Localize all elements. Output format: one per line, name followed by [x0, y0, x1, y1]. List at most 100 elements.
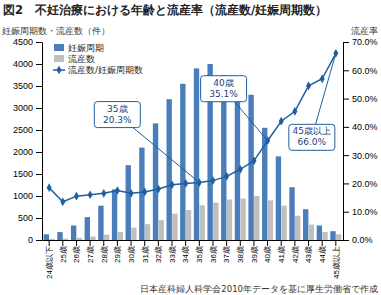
- bar: [309, 225, 314, 240]
- bar: [71, 225, 76, 240]
- tick-label: 43歳: [304, 246, 313, 263]
- bar: [172, 214, 177, 240]
- tick-mark: [36, 152, 42, 153]
- tick-label: 3500: [13, 81, 33, 91]
- annotation: 66.0%: [298, 137, 327, 147]
- tick-mark: [36, 218, 42, 219]
- bar: [295, 216, 300, 240]
- marker: [142, 188, 147, 197]
- tick-mark: [185, 240, 186, 246]
- tick-mark: [267, 240, 268, 246]
- y2-tick: 20.0%: [343, 179, 378, 189]
- y-tick: 1000: [13, 191, 42, 201]
- x-tick: 39歳: [250, 240, 259, 263]
- tick-mark: [36, 130, 42, 131]
- tick-mark: [62, 240, 63, 246]
- y-axis: 0 500 1000 1500 2000 2500 3000 3500 4000 4500: [13, 37, 43, 245]
- marker: [183, 179, 188, 188]
- bar: [330, 231, 335, 240]
- bar: [126, 165, 131, 240]
- marker: [279, 117, 284, 126]
- tick-label: 20.0%: [352, 179, 378, 189]
- tick-label: 4000: [13, 59, 33, 69]
- x-tick: 27歳: [86, 240, 95, 263]
- tick-label: 70.0%: [352, 37, 378, 47]
- tick-label: 500: [18, 213, 33, 223]
- annotation: 40歳: [213, 78, 233, 88]
- y2-axis-title: 流産率: [351, 26, 378, 36]
- tick-mark: [199, 240, 200, 246]
- marker: [306, 81, 311, 90]
- bar: [194, 68, 199, 240]
- tick-label: 41歳: [277, 246, 286, 263]
- x-tick: 32歳: [154, 240, 163, 263]
- bar: [336, 234, 341, 240]
- tick-label: 44歳: [318, 246, 327, 263]
- tick-mark: [343, 70, 349, 71]
- tick-mark: [308, 240, 309, 246]
- y-tick: 2500: [13, 125, 42, 135]
- bar: [268, 200, 273, 240]
- x-tick: 26歳: [72, 240, 81, 263]
- x-tick: 40歳: [263, 240, 272, 263]
- tick-mark: [76, 240, 77, 246]
- x-tick: 36歳: [209, 240, 218, 263]
- tick-mark: [158, 240, 159, 246]
- tick-mark: [36, 108, 42, 109]
- tick-label: 3000: [13, 103, 33, 113]
- marker: [292, 107, 297, 116]
- tick-label: 32歳: [154, 246, 163, 263]
- bar: [85, 217, 90, 240]
- bar: [254, 196, 259, 240]
- y-tick: 3500: [13, 81, 42, 91]
- tick-mark: [212, 240, 213, 246]
- bar: [199, 205, 204, 240]
- bar: [322, 232, 327, 240]
- bar: [57, 232, 62, 240]
- marker: [101, 189, 106, 198]
- y-axis-title: 妊娠周期数・流産数（件）: [2, 26, 110, 36]
- tick-label: 29歳: [113, 246, 122, 263]
- y2-tick: 50.0%: [343, 94, 378, 104]
- y2-tick: 0.0%: [343, 235, 373, 245]
- y-tick: 4500: [13, 37, 42, 47]
- tick-label: 42歳: [291, 246, 300, 263]
- tick-label: 0: [28, 235, 33, 245]
- tick-mark: [343, 212, 349, 213]
- bar: [240, 199, 245, 240]
- tick-label: 40.0%: [352, 122, 378, 132]
- x-tick: 28歳: [100, 240, 109, 263]
- tick-label: 10.0%: [352, 207, 378, 217]
- line: [49, 53, 336, 202]
- marker: [170, 180, 175, 189]
- bar: [63, 239, 68, 240]
- title: 図2 不妊治療における年齢と流産率（流産数/妊娠周期数）: [3, 3, 327, 17]
- x-tick: 33歳: [168, 240, 177, 263]
- annotation: 35.1%: [209, 89, 238, 99]
- x-tick: 45歳以上: [332, 240, 341, 279]
- tick-label: 2500: [13, 125, 33, 135]
- tick-mark: [343, 240, 349, 241]
- bar: [49, 239, 54, 240]
- marker: [320, 74, 325, 83]
- tick-label: 0.0%: [352, 235, 373, 245]
- tick-label: 1500: [13, 169, 33, 179]
- bar: [131, 228, 136, 240]
- x-tick: 41歳: [277, 240, 286, 263]
- bar: [276, 156, 281, 240]
- x-tick: 25歳: [59, 240, 68, 263]
- marker: [210, 176, 215, 185]
- tick-mark: [343, 155, 349, 156]
- legend-marker: [56, 66, 61, 75]
- tick-mark: [343, 99, 349, 100]
- y2-tick: 40.0%: [343, 122, 378, 132]
- tick-mark: [240, 240, 241, 246]
- tick-label: 25歳: [59, 246, 68, 263]
- tick-label: 2000: [13, 147, 33, 157]
- bar: [186, 210, 191, 240]
- axis-line: [343, 43, 344, 241]
- callout-box: [94, 102, 140, 128]
- tick-mark: [103, 240, 104, 246]
- bar: [153, 123, 158, 240]
- x-tick: 24歳以下: [45, 240, 54, 279]
